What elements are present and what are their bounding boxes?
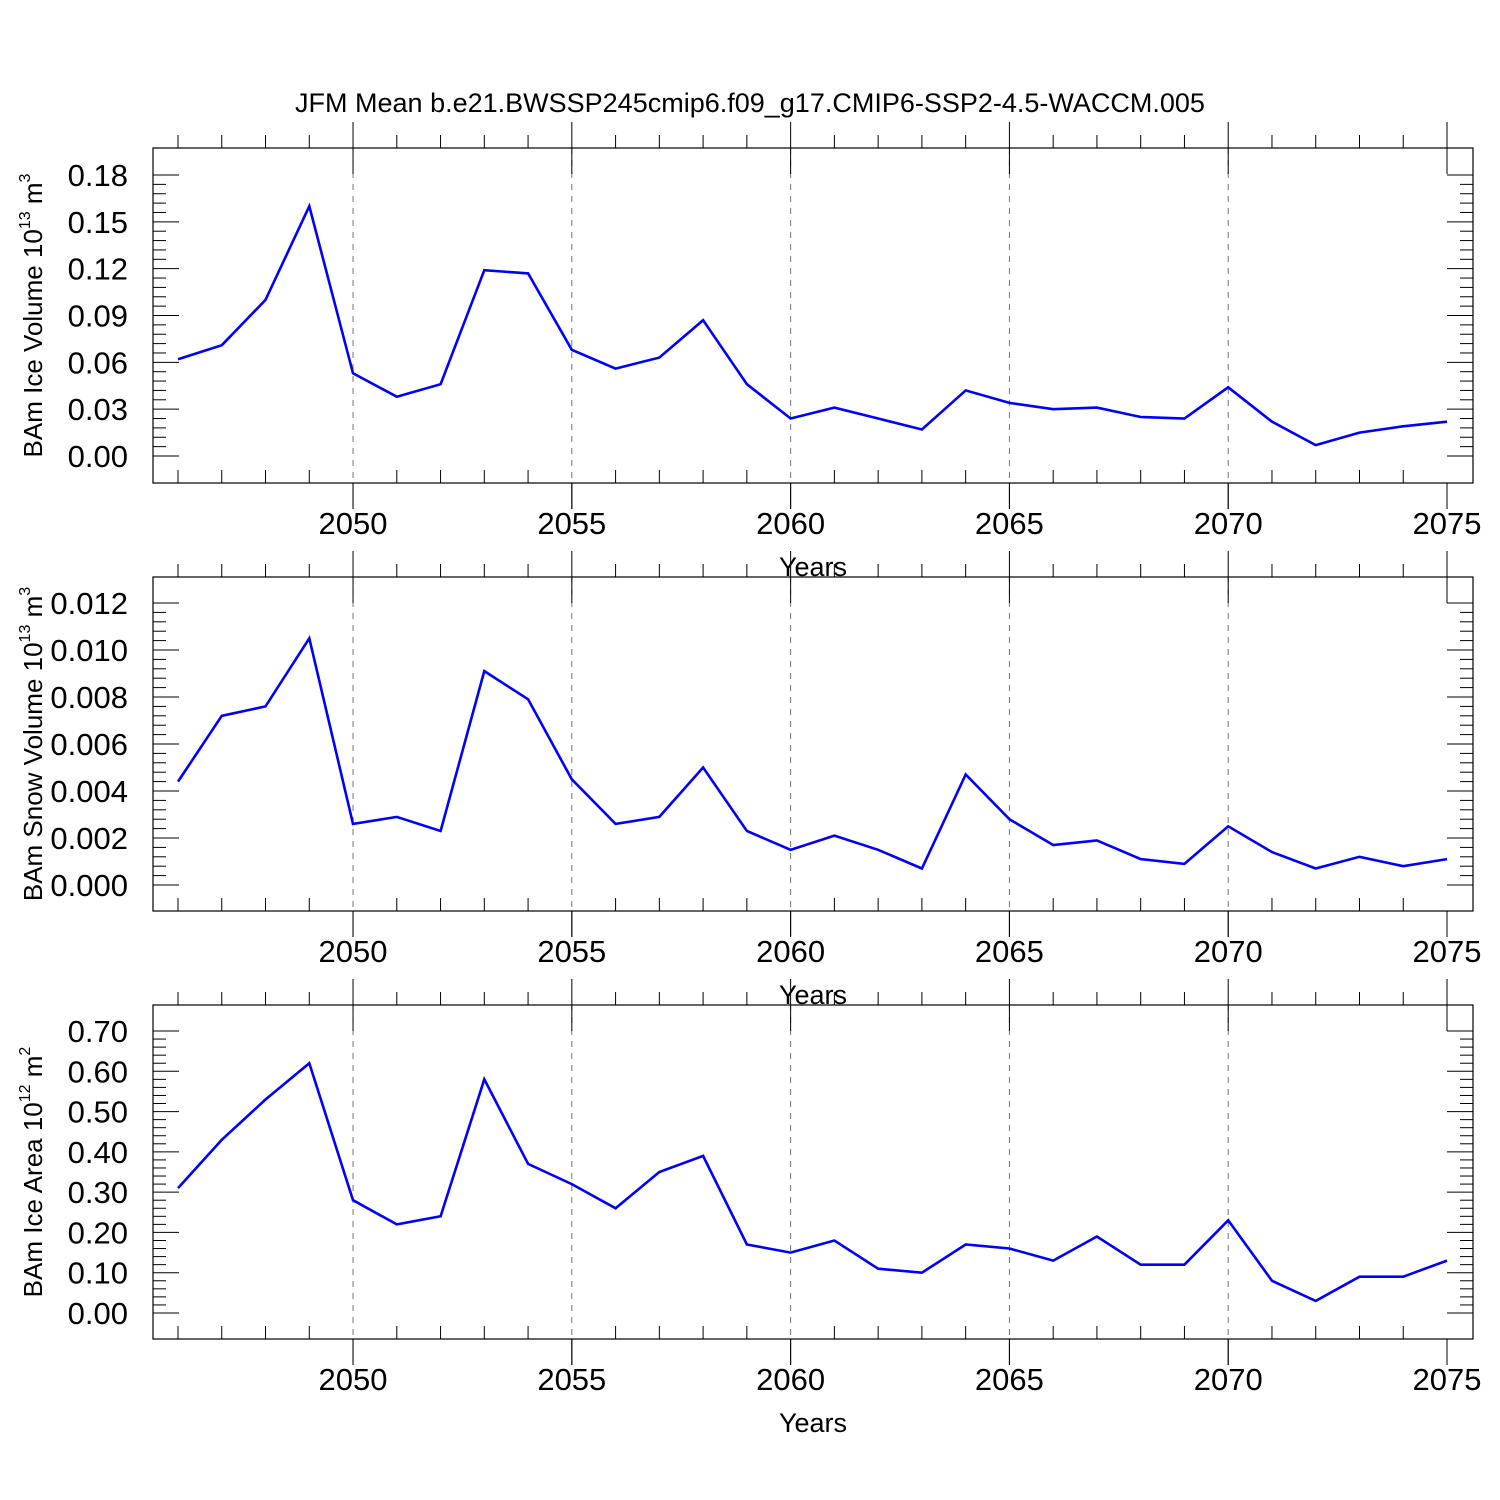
y-tick-label: 0.70 [68,1014,128,1049]
x-tick-label: 2050 [319,934,388,969]
x-tick-label: 2070 [1194,506,1263,541]
y-tick-label: 0.004 [50,774,128,809]
x-tick-label: 2070 [1194,934,1263,969]
x-tick-label: 2050 [319,1362,388,1397]
y-tick-label: 0.002 [50,821,128,856]
x-tick-label: 2065 [975,1362,1044,1397]
y-tick-label: 0.09 [68,299,128,334]
x-tick-label: 2060 [756,1362,825,1397]
panel-ice-area: 0.00 0.10 0.20 0.30 0.40 0.50 0.60 0.70 2050 2055… [17,979,1481,1438]
series-line [176,635,1448,871]
plot-frame [152,1004,1474,1340]
plot-frame [152,147,1474,484]
y-tick-label: 0.00 [68,439,128,474]
y-tick-label: 0.30 [68,1175,128,1210]
y-tick-label: 0.60 [68,1054,128,1089]
y-tick-label: 0.40 [68,1135,128,1170]
plot-frame [152,576,1474,912]
y-tick-label: 0.06 [68,345,128,380]
y-tick-label: 0.00 [68,1296,128,1331]
x-tick-label: 2070 [1194,1362,1263,1397]
y-axis-label: BAm Snow Volume 1013 m3 [17,587,48,901]
y-tick-label: 0.010 [50,633,128,668]
y-tick-label: 0.000 [50,868,128,903]
x-tick-label: 2065 [975,934,1044,969]
series-line [177,202,1448,447]
y-tick-label: 0.012 [50,586,128,621]
x-tick-label: 2065 [975,506,1044,541]
x-tick-label: 2060 [756,506,825,541]
y-axis-label: BAm Ice Volume 1013 m3 [17,173,48,457]
y-tick-label: 0.18 [68,158,128,193]
panel-snow-volume: 0.000 0.002 0.004 0.006 0.008 0.010 0.012 2050 2… [17,551,1481,1010]
y-tick-label: 0.20 [68,1215,128,1250]
x-tick-label: 2060 [756,934,825,969]
y-tick-label: 0.03 [68,392,128,427]
x-tick-label: 2055 [537,506,606,541]
y-tick-label: 0.10 [68,1256,128,1291]
y-tick-label: 0.008 [50,680,128,715]
y-tick-label: 0.12 [68,252,128,287]
x-tick-label: 2075 [1413,506,1482,541]
y-tick-label: 0.006 [50,727,128,762]
x-tick-label: 2055 [537,1362,606,1397]
y-tick-label: 0.50 [68,1095,128,1130]
figure-title: JFM Mean b.e21.BWSSP245cmip6.f09_g17.CMI… [295,88,1205,118]
x-axis-label: Years [779,1408,847,1438]
y-tick-label: 0.15 [68,205,128,240]
y-axis-label: BAm Ice Area 1012 m2 [17,1047,48,1298]
x-tick-label: 2075 [1413,1362,1482,1397]
x-tick-label: 2055 [537,934,606,969]
panel-ice-volume: 0.00 0.03 0.06 0.09 0.12 0.15 0.18 2050 2055 2060… [17,122,1481,582]
x-tick-label: 2075 [1413,934,1482,969]
series-line [177,1060,1448,1303]
x-tick-label: 2050 [319,506,388,541]
